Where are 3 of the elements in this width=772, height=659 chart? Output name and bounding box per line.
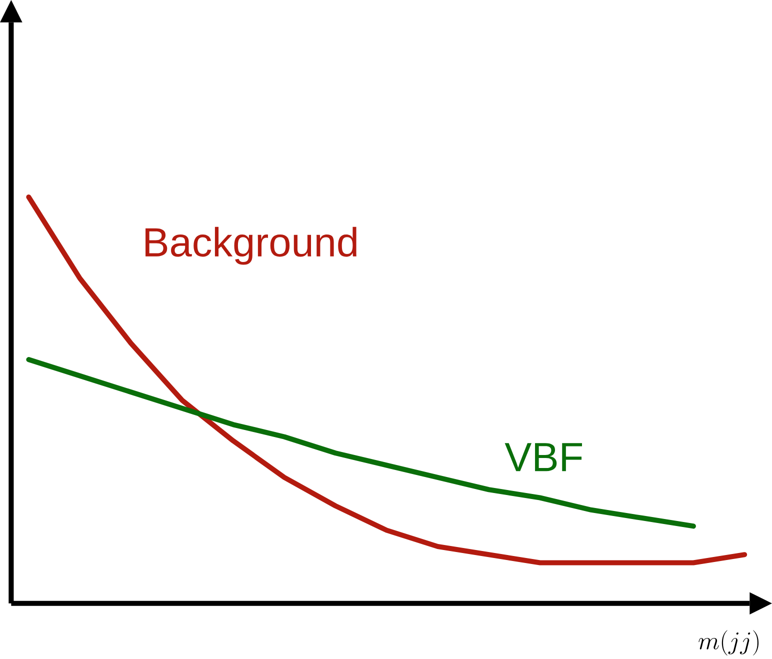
x-axis-title: $m(jj)$ <box>698 630 759 656</box>
series-label: Background <box>146 226 356 265</box>
series-label: VBF <box>504 443 582 472</box>
